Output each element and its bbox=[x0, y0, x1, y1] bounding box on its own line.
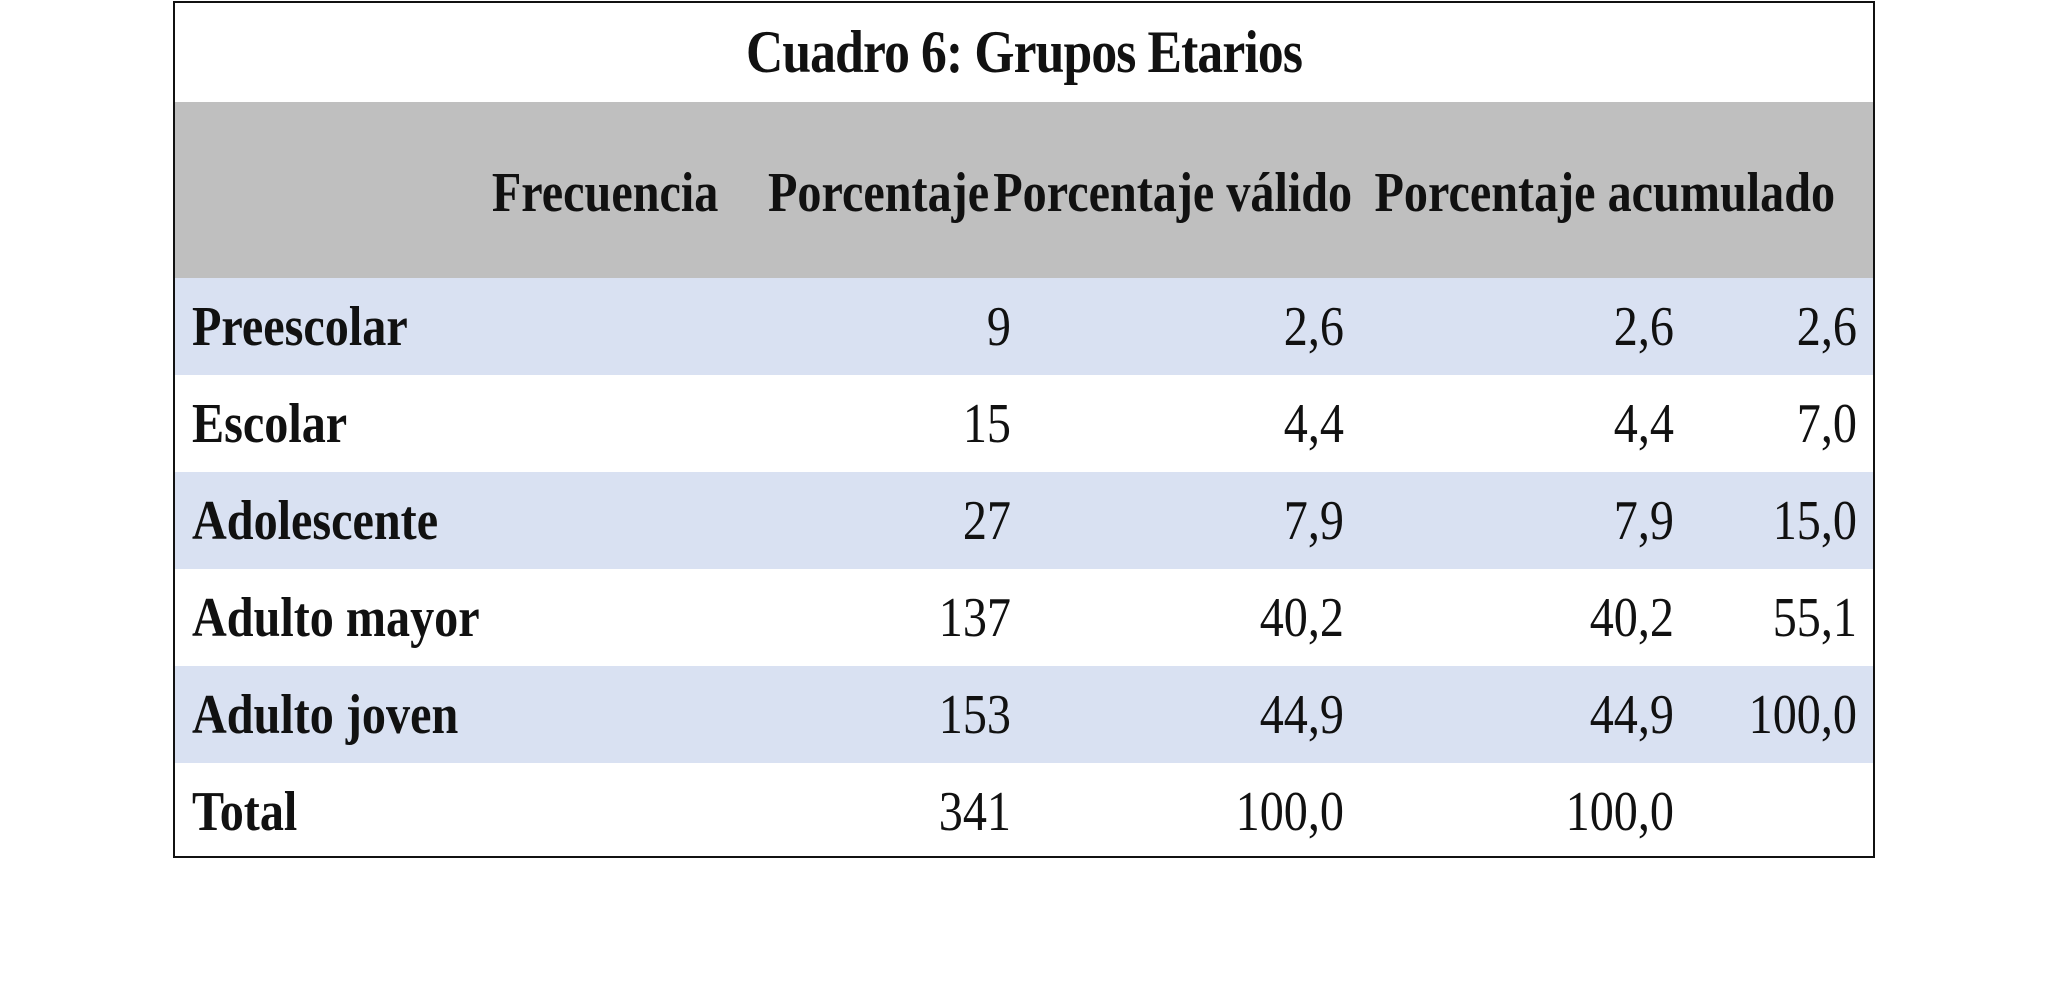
header-acumulado-cell: Porcentaje acumulado bbox=[1337, 102, 1873, 278]
header-valido-line2: válido bbox=[1226, 162, 1352, 225]
row-valido: 100,0 bbox=[1565, 780, 1674, 843]
row-porcentaje: 7,9 bbox=[1283, 489, 1344, 552]
row-acumulado: 7,0 bbox=[1796, 392, 1857, 455]
row-valido: 2,6 bbox=[1613, 295, 1674, 358]
table-row: Adulto mayor 137 40,2 40,2 55,1 bbox=[175, 569, 1873, 666]
row-valido: 40,2 bbox=[1589, 586, 1674, 649]
row-label: Preescolar bbox=[192, 295, 408, 358]
row-acumulado: 55,1 bbox=[1772, 586, 1857, 649]
row-label: Adulto mayor bbox=[192, 586, 480, 649]
header-frecuencia-cell: Frecuencia bbox=[419, 102, 751, 278]
row-porcentaje: 4,4 bbox=[1283, 392, 1344, 455]
row-valido: 44,9 bbox=[1589, 683, 1674, 746]
header-porcentaje-cell: Porcentaje bbox=[750, 102, 1007, 278]
header-label-cell bbox=[175, 102, 419, 278]
row-valido: 4,4 bbox=[1613, 392, 1674, 455]
row-valido: 7,9 bbox=[1613, 489, 1674, 552]
row-frecuencia: 341 bbox=[938, 780, 1011, 843]
row-acumulado: 2,6 bbox=[1796, 295, 1857, 358]
table-row-total: Total 341 100,0 100,0 bbox=[175, 763, 1873, 856]
table-frame: Cuadro 6: Grupos Etarios Frecuencia Porc… bbox=[173, 1, 1875, 858]
row-porcentaje: 100,0 bbox=[1235, 780, 1344, 843]
header-acumulado-line2: acumulado bbox=[1608, 162, 1836, 225]
table-row: Adulto joven 153 44,9 44,9 100,0 bbox=[175, 666, 1873, 763]
table-title: Cuadro 6: Grupos Etarios bbox=[745, 19, 1303, 85]
row-porcentaje: 40,2 bbox=[1259, 586, 1344, 649]
header-valido: Porcentaje válido bbox=[992, 162, 1352, 225]
table-row: Preescolar 9 2,6 2,6 2,6 bbox=[175, 278, 1873, 375]
table-row: Adolescente 27 7,9 7,9 15,0 bbox=[175, 472, 1873, 569]
header-acumulado-line1: Porcentaje bbox=[1374, 162, 1597, 225]
row-acumulado: 15,0 bbox=[1772, 489, 1857, 552]
row-label: Adolescente bbox=[192, 489, 439, 552]
header-valido-line1: Porcentaje bbox=[992, 162, 1215, 225]
header-valido-cell: Porcentaje válido bbox=[993, 102, 1352, 278]
header-acumulado: Porcentaje acumulado bbox=[1374, 162, 1836, 225]
row-frecuencia: 9 bbox=[986, 295, 1011, 358]
row-label: Adulto joven bbox=[192, 683, 459, 746]
row-label: Escolar bbox=[192, 392, 348, 455]
row-frecuencia: 27 bbox=[962, 489, 1011, 552]
header-frecuencia: Frecuencia bbox=[491, 162, 719, 225]
row-acumulado: 100,0 bbox=[1748, 683, 1857, 746]
row-frecuencia: 137 bbox=[938, 586, 1011, 649]
row-frecuencia: 153 bbox=[938, 683, 1011, 746]
data-table: Frecuencia Porcentaje Porcentaje válido … bbox=[175, 102, 1873, 856]
header-porcentaje: Porcentaje bbox=[768, 162, 990, 225]
row-porcentaje: 44,9 bbox=[1259, 683, 1344, 746]
row-porcentaje: 2,6 bbox=[1283, 295, 1344, 358]
table-header-row: Frecuencia Porcentaje Porcentaje válido … bbox=[175, 102, 1873, 278]
row-label: Total bbox=[192, 780, 298, 843]
row-frecuencia: 15 bbox=[962, 392, 1011, 455]
table-row: Escolar 15 4,4 4,4 7,0 bbox=[175, 375, 1873, 472]
